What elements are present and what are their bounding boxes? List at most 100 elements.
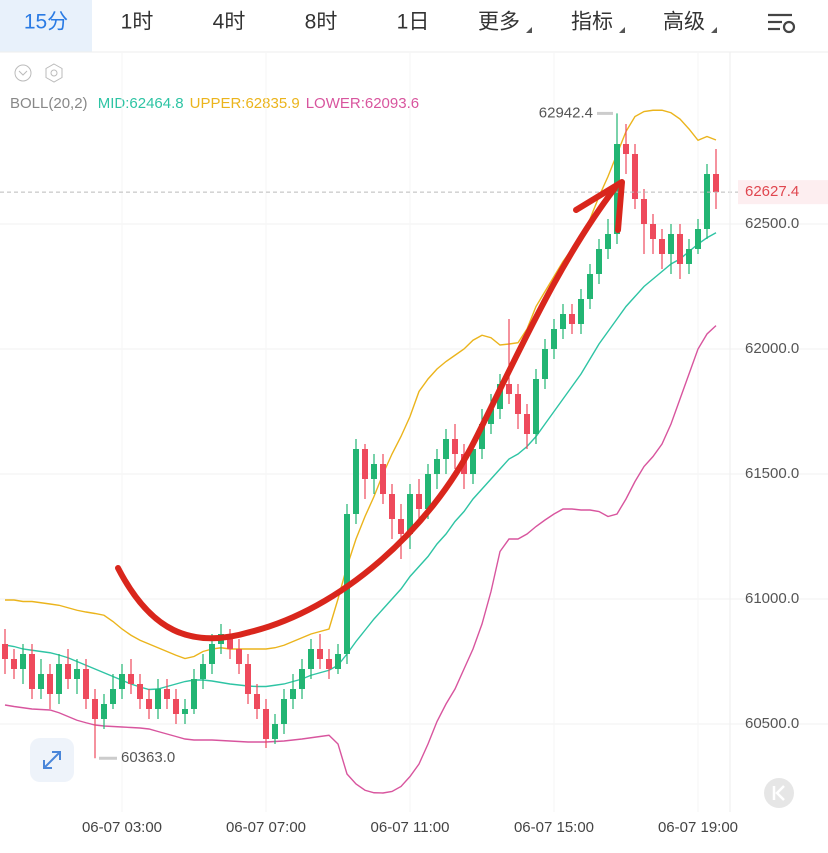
candle-body	[623, 144, 629, 154]
candle-body	[632, 154, 638, 199]
last-price-bg	[738, 180, 828, 205]
y-tick-label: 61000.0	[745, 590, 799, 607]
candle-body	[182, 709, 188, 714]
candle-body	[380, 464, 386, 494]
candle-body	[479, 424, 485, 449]
expand-icon	[43, 751, 61, 769]
back-button[interactable]	[764, 778, 794, 808]
candle-body	[713, 174, 719, 193]
candle-body	[695, 229, 701, 249]
candle-body	[362, 449, 368, 479]
candle-body	[299, 669, 305, 689]
candle-body	[650, 224, 656, 239]
y-tick-label: 62500.0	[745, 215, 799, 232]
settings-hex-icon[interactable]	[45, 63, 63, 83]
candle-body	[497, 384, 503, 409]
band-line	[4, 325, 717, 794]
candle-body	[164, 689, 170, 699]
candle-body	[227, 634, 233, 649]
tab[interactable]: 指标	[571, 11, 613, 34]
candle-body	[317, 649, 323, 659]
candle-body	[83, 669, 89, 699]
candle-body	[155, 689, 161, 709]
candle-body	[569, 314, 575, 324]
candle-body	[56, 664, 62, 694]
back-icon	[772, 785, 785, 801]
candle-body	[443, 439, 449, 459]
tab[interactable]: 更多	[478, 11, 520, 34]
indicator-label: BOLL(20,2)	[10, 95, 88, 112]
candle-body	[119, 674, 125, 689]
legend-entry: LOWER:62093.6	[306, 95, 419, 112]
candle-body	[146, 699, 152, 709]
collapse-icon[interactable]	[14, 64, 32, 82]
settings-icon[interactable]	[768, 13, 796, 34]
tab[interactable]: 15分	[24, 11, 68, 34]
candle-body	[137, 684, 143, 699]
candle-body	[65, 664, 71, 679]
candle-body	[416, 494, 422, 509]
candle-body	[326, 659, 332, 669]
last-price-label: 62627.4	[745, 183, 799, 200]
candle-body	[407, 494, 413, 534]
candle-body	[236, 649, 242, 664]
candle-body	[524, 414, 530, 434]
candle-body	[38, 674, 44, 689]
candle-body	[74, 669, 80, 679]
candle-body	[425, 474, 431, 509]
candle-body	[551, 329, 557, 349]
tab-selected-bg	[0, 0, 92, 52]
y-tick-label: 61500.0	[745, 465, 799, 482]
tab[interactable]: 8时	[305, 11, 338, 34]
y-tick-label: 60500.0	[745, 715, 799, 732]
candle-body	[263, 709, 269, 739]
candle-body	[668, 234, 674, 254]
candle-body	[209, 644, 215, 664]
candle-body	[686, 249, 692, 264]
settings-hex-icon	[50, 69, 58, 77]
legend-entry: MID:62464.8	[98, 95, 184, 112]
x-tick-label: 06-07 11:00	[371, 819, 450, 836]
candle-body	[398, 519, 404, 534]
candle-body	[191, 679, 197, 709]
candle-body	[92, 699, 98, 719]
candle-body	[11, 659, 17, 669]
y-tick-label: 62000.0	[745, 340, 799, 357]
candle-body	[290, 689, 296, 699]
candle-body	[389, 494, 395, 519]
candle-body	[281, 699, 287, 724]
tab[interactable]: 高级	[663, 11, 705, 34]
collapse-icon	[18, 70, 28, 76]
candle-body	[434, 459, 440, 474]
candle-body	[578, 299, 584, 324]
trend-arrow	[115, 185, 618, 642]
candle-body	[560, 314, 566, 329]
candle-body	[371, 464, 377, 479]
candle-body	[101, 704, 107, 719]
candle-body	[254, 694, 260, 709]
candle-body	[245, 664, 251, 694]
tab[interactable]: 1日	[397, 11, 430, 34]
candle-body	[452, 439, 458, 454]
x-tick-label: 06-07 15:00	[514, 819, 594, 836]
legend-entry: UPPER:62835.9	[190, 95, 300, 112]
candle-body	[47, 674, 53, 694]
candle-body	[506, 384, 512, 394]
trend-arrow-head	[573, 179, 625, 233]
candle-body	[704, 174, 710, 229]
candle-body	[200, 664, 206, 679]
candle-body	[587, 274, 593, 299]
candle-body	[272, 724, 278, 739]
candle-body	[542, 349, 548, 379]
candle-body	[20, 654, 26, 669]
tab[interactable]: 4时	[213, 11, 246, 34]
tab[interactable]: 1时	[121, 11, 154, 34]
x-tick-label: 06-07 03:00	[82, 819, 162, 836]
high-label: 62942.4	[539, 104, 593, 121]
candle-body	[596, 249, 602, 274]
candle-body	[2, 644, 8, 659]
legend: BOLL(20,2) MID:62464.8 UPPER:62835.9 LOWER…	[10, 95, 419, 112]
candle-body	[659, 239, 665, 254]
